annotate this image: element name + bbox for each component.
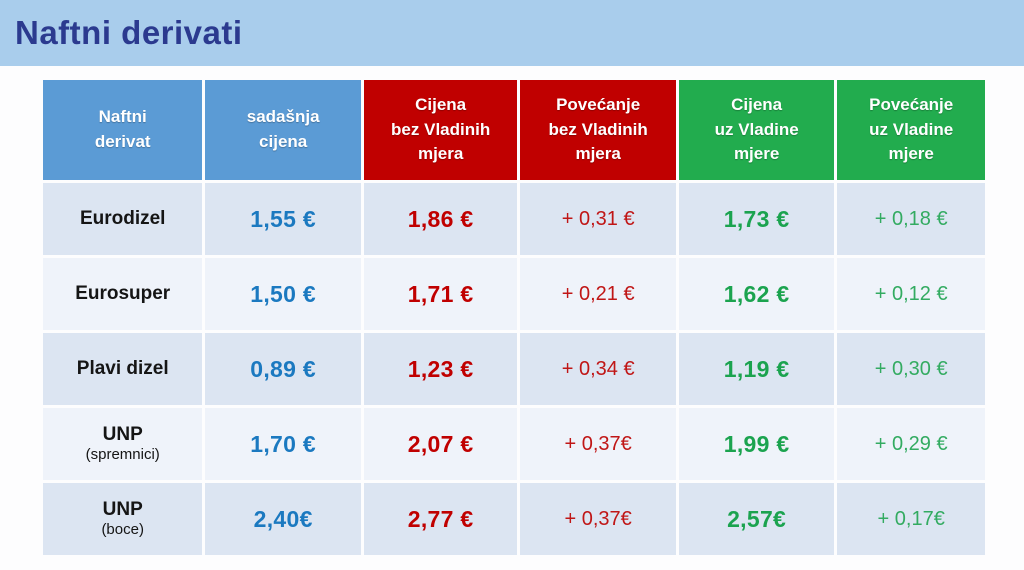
header-povecanje-bez-mjera: Povećanje bez Vladinih mjera (520, 80, 676, 180)
cell-unp-boce-increase-measures: + 0,17€ (837, 483, 985, 555)
header-naftni-derivat: Naftni derivat (43, 80, 203, 180)
product-name: Plavi dizel (76, 358, 169, 380)
cell-plavi-dizel-increase-measures: + 0,30 € (837, 333, 985, 405)
cell-eurodizel-increase-no-measures: + 0,31 € (520, 183, 676, 255)
product-subname: (spremnici) (85, 446, 160, 464)
row-plavi-dizel-name: Plavi dizel (43, 333, 203, 405)
cell-unp-boce-increase-no-measures: + 0,37€ (520, 483, 676, 555)
cell-eurosuper-increase-measures: + 0,12 € (837, 258, 985, 330)
cell-eurodizel-current-price: 1,55 € (205, 183, 361, 255)
cell-eurodizel-price-no-measures: 1,86 € (363, 183, 518, 255)
fuel-price-table: Naftni derivat sadašnja cijena Cijena be… (43, 80, 985, 555)
row-eurodizel-name: Eurodizel (43, 183, 203, 255)
cell-unp-spremnici-price-no-measures: 2,07 € (363, 408, 518, 480)
cell-eurodizel-increase-measures: + 0,18 € (837, 183, 985, 255)
row-eurosuper-name: Eurosuper (43, 258, 203, 330)
product-name: Eurosuper (75, 283, 171, 305)
cell-plavi-dizel-price-no-measures: 1,23 € (363, 333, 518, 405)
cell-plavi-dizel-price-measures: 1,19 € (678, 333, 835, 405)
header-cijena-uz-mjere: Cijena uz Vladine mjere (678, 80, 835, 180)
header-povecanje-uz-mjere: Povećanje uz Vladine mjere (837, 80, 985, 180)
product-name: Eurodizel (79, 208, 166, 230)
cell-plavi-dizel-current-price: 0,89 € (205, 333, 361, 405)
cell-eurosuper-increase-no-measures: + 0,21 € (520, 258, 676, 330)
page-title: Naftni derivati (15, 14, 243, 51)
product-name: UNP (102, 424, 143, 446)
cell-eurosuper-price-no-measures: 1,71 € (363, 258, 518, 330)
header-sadasnja-cijena: sadašnja cijena (205, 80, 361, 180)
product-name: UNP (102, 499, 143, 521)
cell-unp-spremnici-increase-measures: + 0,29 € (837, 408, 985, 480)
cell-eurosuper-price-measures: 1,62 € (678, 258, 835, 330)
row-unp-spremnici-name: UNP (spremnici) (43, 408, 203, 480)
cell-eurodizel-price-measures: 1,73 € (678, 183, 835, 255)
cell-unp-spremnici-increase-no-measures: + 0,37€ (520, 408, 676, 480)
header-cijena-bez-mjera: Cijena bez Vladinih mjera (363, 80, 518, 180)
cell-unp-boce-current-price: 2,40€ (205, 483, 361, 555)
cell-unp-spremnici-price-measures: 1,99 € (678, 408, 835, 480)
product-subname: (boce) (101, 521, 144, 539)
cell-unp-spremnici-current-price: 1,70 € (205, 408, 361, 480)
cell-plavi-dizel-increase-no-measures: + 0,34 € (520, 333, 676, 405)
title-band: Naftni derivati (0, 0, 1024, 66)
row-unp-boce-name: UNP (boce) (43, 483, 203, 555)
cell-unp-boce-price-no-measures: 2,77 € (363, 483, 518, 555)
cell-unp-boce-price-measures: 2,57€ (678, 483, 835, 555)
cell-eurosuper-current-price: 1,50 € (205, 258, 361, 330)
